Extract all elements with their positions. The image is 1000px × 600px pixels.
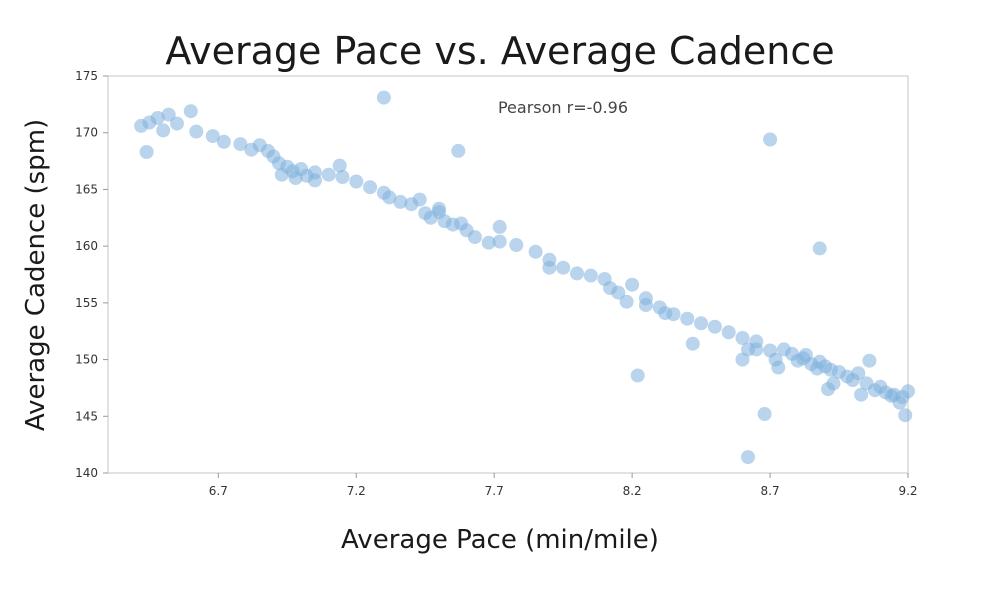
data-point-105: [854, 387, 869, 402]
data-point-47: [583, 268, 598, 283]
data-point-87: [826, 376, 841, 391]
data-point-41: [492, 234, 507, 249]
data-point-84: [901, 384, 915, 399]
data-point-52: [625, 277, 640, 292]
correlation-annotation: Pearson r=-0.96: [498, 98, 628, 117]
plot-area: [107, 75, 909, 474]
data-point-107: [307, 173, 322, 188]
data-point-58: [707, 319, 722, 334]
data-point-93: [492, 219, 507, 234]
data-point-10: [216, 134, 231, 149]
data-point-26: [363, 180, 378, 195]
y-tick-label-5: 165: [75, 182, 98, 196]
y-tick-label-2: 150: [75, 353, 98, 367]
data-point-6: [183, 104, 198, 119]
data-point-40: [481, 235, 496, 250]
data-point-60: [735, 331, 750, 345]
data-point-7: [139, 145, 154, 159]
data-point-89: [771, 360, 786, 375]
data-point-106: [884, 388, 899, 403]
data-point-83: [898, 408, 913, 423]
x-axis-label: Average Pace (min/mile): [341, 525, 659, 555]
data-point-45: [556, 260, 571, 275]
data-point-46: [570, 266, 584, 281]
data-point-39: [467, 230, 482, 245]
data-point-104: [810, 361, 824, 376]
data-point-103: [798, 348, 813, 362]
y-tick-label-4: 160: [75, 239, 98, 253]
data-point-31: [412, 192, 427, 207]
data-point-76: [851, 366, 866, 381]
data-point-110: [658, 306, 673, 321]
data-point-3: [156, 123, 171, 138]
data-point-2: [150, 111, 165, 125]
data-point-4: [161, 107, 176, 122]
y-axis-ticks: 140 145 150 155 160 165 170 175: [75, 69, 108, 480]
data-point-96: [685, 336, 700, 351]
data-point-56: [680, 311, 695, 326]
data-point-23: [321, 167, 336, 182]
data-point-43: [528, 244, 543, 259]
y-tick-label-6: 170: [75, 126, 98, 140]
data-point-59: [721, 325, 736, 340]
x-tick-label-2: 7.7: [485, 484, 504, 498]
chart-title: Average Pace vs. Average Cadence: [165, 29, 834, 73]
data-point-9: [205, 129, 220, 144]
data-point-51: [619, 294, 634, 309]
x-tick-label-5: 9.2: [898, 484, 917, 498]
y-axis-label: Average Cadence (spm): [21, 119, 51, 431]
points-layer: [134, 90, 915, 465]
data-point-42: [509, 238, 524, 252]
data-point-95: [630, 368, 645, 383]
data-point-99: [757, 407, 772, 421]
data-point-94: [542, 260, 557, 275]
y-tick-label-7: 175: [75, 69, 98, 83]
data-point-102: [749, 342, 764, 357]
data-point-29: [393, 194, 408, 209]
data-point-24: [335, 170, 350, 184]
data-point-91: [332, 158, 347, 173]
data-point-108: [288, 171, 303, 186]
data-point-11: [233, 137, 248, 152]
x-tick-label-3: 8.2: [623, 484, 642, 498]
data-point-97: [735, 352, 750, 367]
data-point-111: [638, 298, 653, 313]
data-point-50: [611, 285, 626, 300]
data-point-101: [812, 241, 827, 256]
data-point-109: [432, 205, 446, 220]
data-point-98: [741, 450, 755, 465]
y-tick-label-3: 155: [75, 296, 98, 310]
data-point-5: [170, 116, 184, 131]
data-point-57: [694, 316, 709, 331]
data-point-28: [382, 190, 397, 205]
x-axis-ticks: 6.7 7.2 7.7 8.2 8.7 9.2: [209, 473, 918, 498]
data-point-100: [763, 132, 778, 147]
data-point-25: [349, 174, 364, 189]
data-point-90: [451, 143, 466, 158]
data-point-88: [862, 353, 877, 368]
data-point-8: [189, 124, 204, 139]
x-tick-label-0: 6.7: [209, 484, 228, 498]
x-tick-label-4: 8.7: [761, 484, 780, 498]
x-tick-label-1: 7.2: [347, 484, 366, 498]
data-point-92: [376, 90, 391, 105]
y-tick-label-1: 145: [75, 409, 98, 423]
y-tick-label-0: 140: [75, 466, 98, 480]
